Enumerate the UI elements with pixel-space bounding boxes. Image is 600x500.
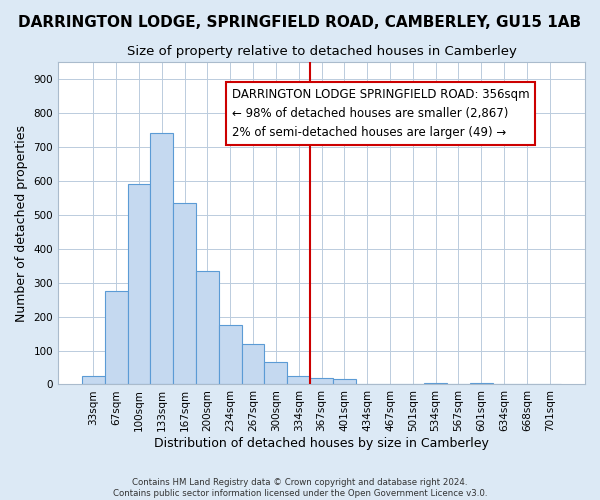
Bar [333,380,356,384]
Y-axis label: Number of detached properties: Number of detached properties [15,124,28,322]
Bar [219,325,242,384]
X-axis label: Distribution of detached houses by size in Camberley: Distribution of detached houses by size … [154,437,489,450]
Bar [242,344,265,384]
Bar [310,378,333,384]
Bar [196,270,219,384]
Bar [151,133,173,384]
Bar [105,291,128,384]
Bar [470,383,493,384]
Bar [265,362,287,384]
Bar [287,376,310,384]
Bar [128,184,151,384]
Title: Size of property relative to detached houses in Camberley: Size of property relative to detached ho… [127,45,517,58]
Text: DARRINGTON LODGE SPRINGFIELD ROAD: 356sqm
← 98% of detached houses are smaller (: DARRINGTON LODGE SPRINGFIELD ROAD: 356sq… [232,88,530,138]
Bar [173,203,196,384]
Bar [82,376,105,384]
Bar [424,383,447,384]
Text: Contains HM Land Registry data © Crown copyright and database right 2024.
Contai: Contains HM Land Registry data © Crown c… [113,478,487,498]
Text: DARRINGTON LODGE, SPRINGFIELD ROAD, CAMBERLEY, GU15 1AB: DARRINGTON LODGE, SPRINGFIELD ROAD, CAMB… [19,15,581,30]
